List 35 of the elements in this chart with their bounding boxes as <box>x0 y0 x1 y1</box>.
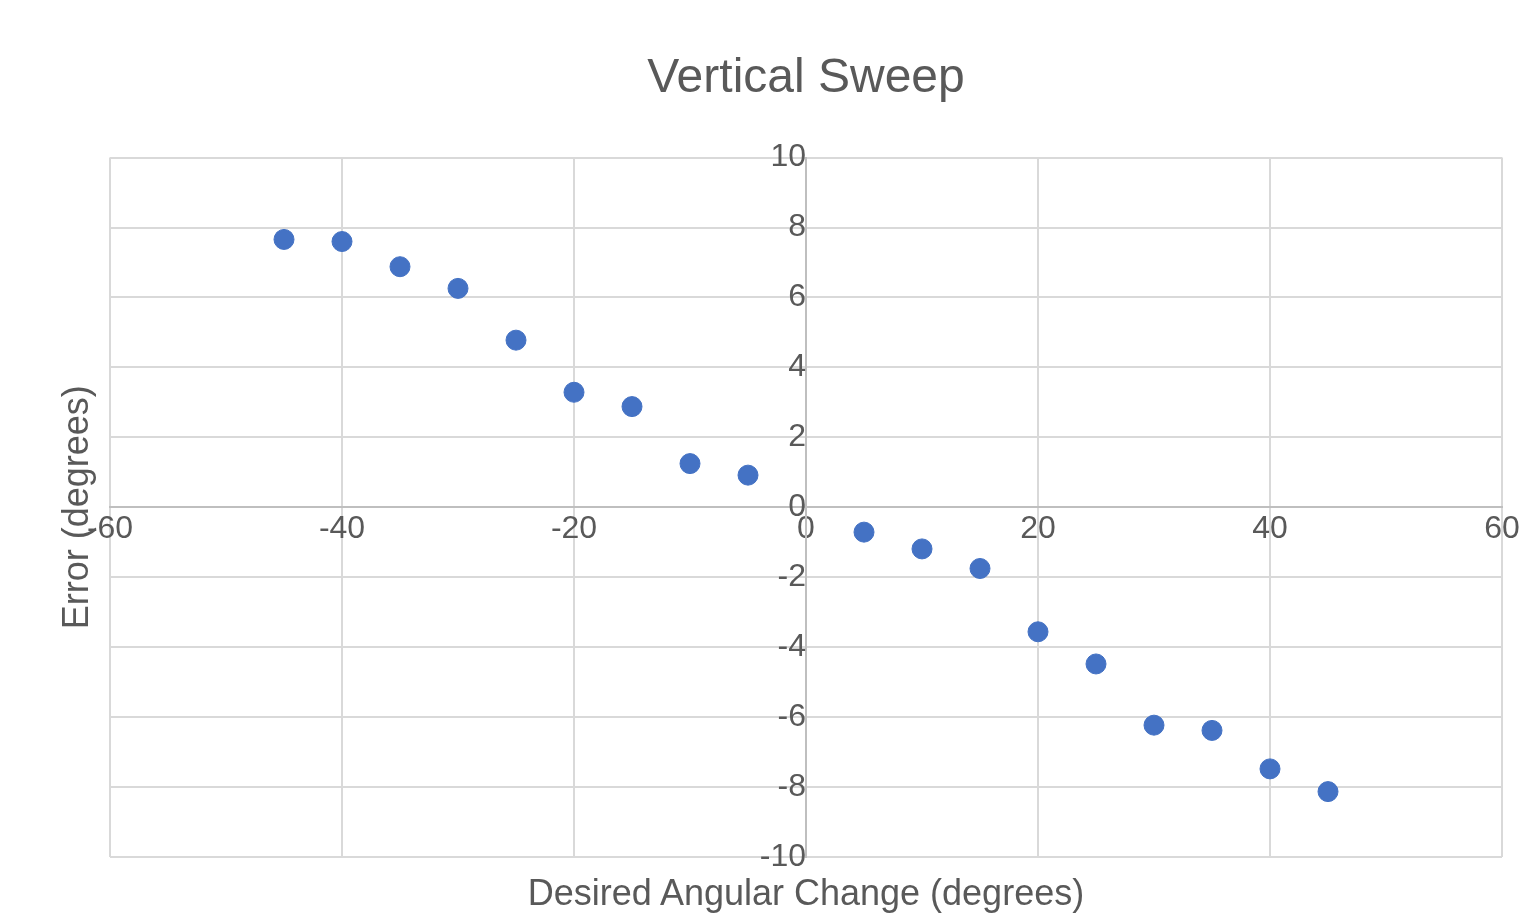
point <box>273 228 295 250</box>
point <box>1027 621 1049 643</box>
x-tick-label: 60 <box>1484 509 1520 546</box>
point <box>1201 719 1223 741</box>
y-tick-label: 4 <box>788 347 806 384</box>
point <box>331 231 353 253</box>
point <box>911 538 933 560</box>
point <box>1143 714 1165 736</box>
x-tick-label: 20 <box>1020 509 1056 546</box>
x-tick-label: 40 <box>1252 509 1288 546</box>
y-tick-label: -2 <box>777 557 806 594</box>
x-tick-label: -20 <box>550 509 598 546</box>
point <box>969 558 991 579</box>
point <box>1317 781 1339 803</box>
point <box>447 277 469 299</box>
point <box>563 381 585 403</box>
point <box>389 256 411 278</box>
y-tick-label: 8 <box>788 207 806 244</box>
y-tick-label: -8 <box>777 766 806 803</box>
y-tick-label: 10 <box>770 137 806 174</box>
point <box>853 521 875 543</box>
point <box>737 464 759 486</box>
y-tick-label: -6 <box>777 696 806 733</box>
x-axis-title: Desired Angular Change (degrees) <box>527 871 1085 913</box>
point <box>505 329 527 351</box>
y-tick-label: 2 <box>788 417 806 454</box>
y-tick-label: -4 <box>777 627 806 664</box>
chart-title: Vertical Sweep <box>647 49 965 103</box>
point <box>1085 653 1107 675</box>
point <box>621 396 643 418</box>
point <box>679 453 701 475</box>
y-tick-label: 6 <box>788 277 806 314</box>
point <box>1259 758 1281 780</box>
y-tick-label: -10 <box>759 836 806 873</box>
x-tick-label: -40 <box>318 509 366 546</box>
